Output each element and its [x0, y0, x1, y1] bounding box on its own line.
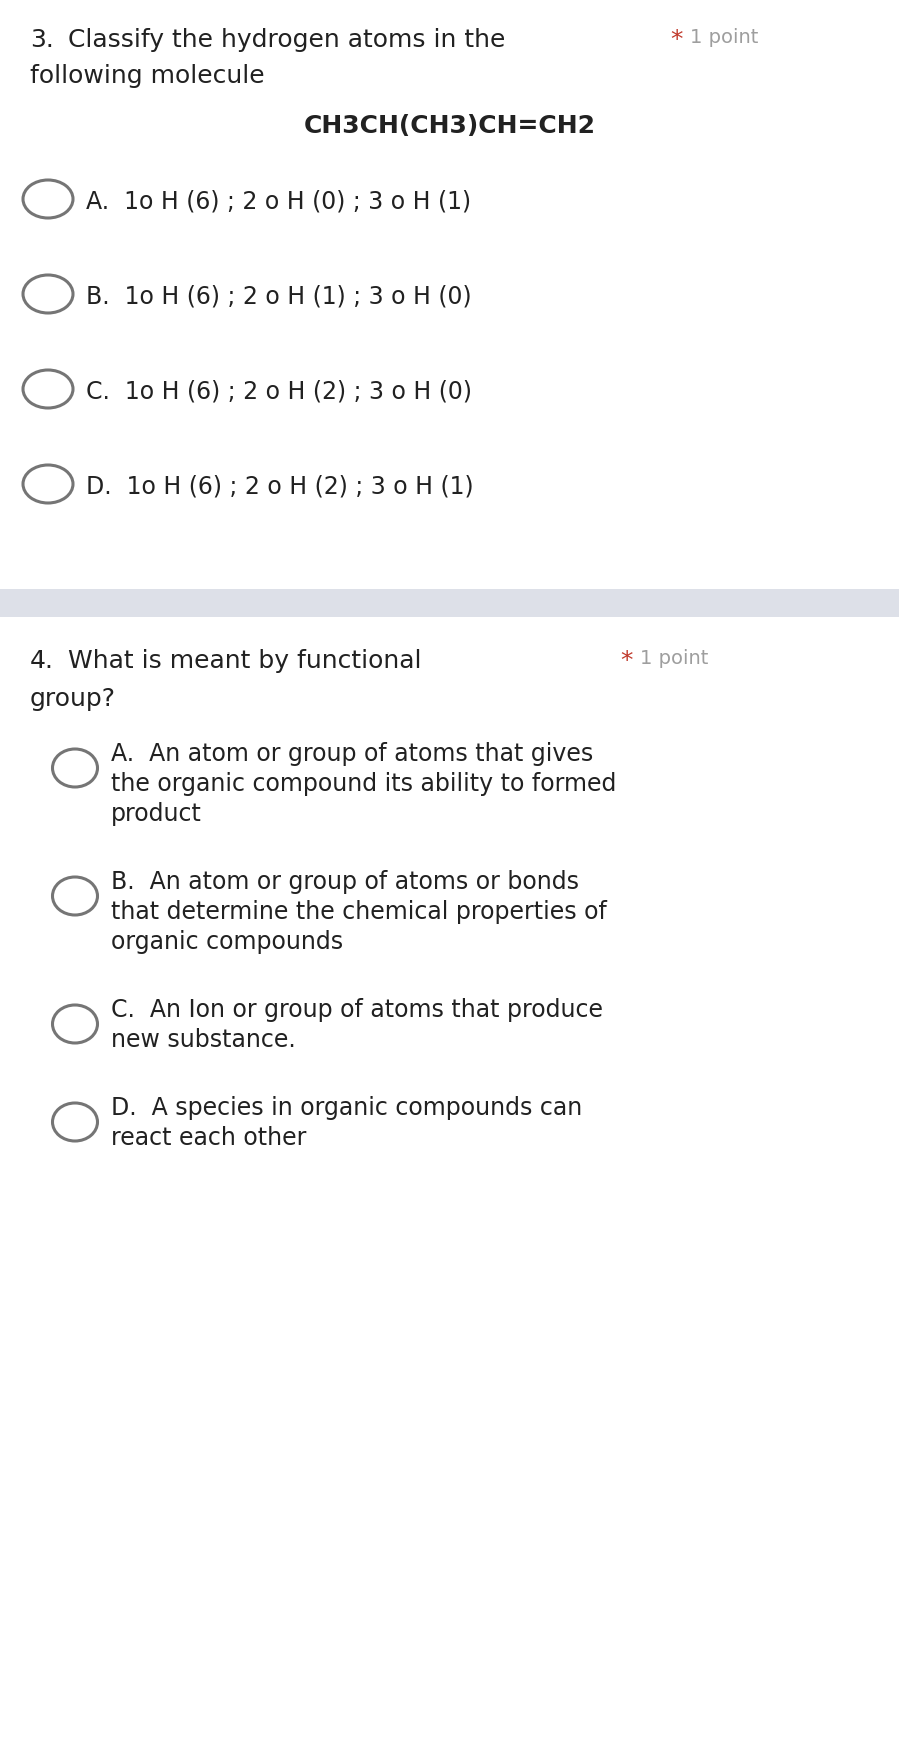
- Text: B.  An atom or group of atoms or bonds: B. An atom or group of atoms or bonds: [111, 869, 579, 894]
- Text: D.  1o H (6) ; 2 o H (2) ; 3 o H (1): D. 1o H (6) ; 2 o H (2) ; 3 o H (1): [86, 473, 474, 498]
- Text: A.  1o H (6) ; 2 o H (0) ; 3 o H (1): A. 1o H (6) ; 2 o H (0) ; 3 o H (1): [86, 189, 471, 214]
- Text: *: *: [670, 28, 682, 53]
- Text: A.  An atom or group of atoms that gives: A. An atom or group of atoms that gives: [111, 742, 593, 766]
- Text: CH3CH(CH3)CH=CH2: CH3CH(CH3)CH=CH2: [304, 114, 595, 138]
- Text: C.  An Ion or group of atoms that produce: C. An Ion or group of atoms that produce: [111, 997, 603, 1022]
- Text: 3.: 3.: [30, 28, 54, 53]
- Text: 4.: 4.: [30, 649, 54, 673]
- Text: B.  1o H (6) ; 2 o H (1) ; 3 o H (0): B. 1o H (6) ; 2 o H (1) ; 3 o H (0): [86, 284, 472, 309]
- Text: react each other: react each other: [111, 1125, 307, 1150]
- Text: group?: group?: [30, 687, 116, 712]
- Text: product: product: [111, 803, 202, 826]
- Text: new substance.: new substance.: [111, 1027, 296, 1052]
- Text: What is meant by functional: What is meant by functional: [68, 649, 422, 673]
- Text: D.  A species in organic compounds can: D. A species in organic compounds can: [111, 1096, 583, 1120]
- Text: 1 point: 1 point: [640, 649, 708, 668]
- Text: organic compounds: organic compounds: [111, 931, 343, 954]
- Text: C.  1o H (6) ; 2 o H (2) ; 3 o H (0): C. 1o H (6) ; 2 o H (2) ; 3 o H (0): [86, 379, 472, 403]
- Text: 1 point: 1 point: [690, 28, 759, 47]
- Text: following molecule: following molecule: [30, 65, 264, 88]
- Bar: [0, 589, 899, 617]
- Text: the organic compound its ability to formed: the organic compound its ability to form…: [111, 771, 617, 796]
- Text: that determine the chemical properties of: that determine the chemical properties o…: [111, 899, 607, 924]
- Text: Classify the hydrogen atoms in the: Classify the hydrogen atoms in the: [68, 28, 505, 53]
- Text: *: *: [620, 649, 632, 673]
